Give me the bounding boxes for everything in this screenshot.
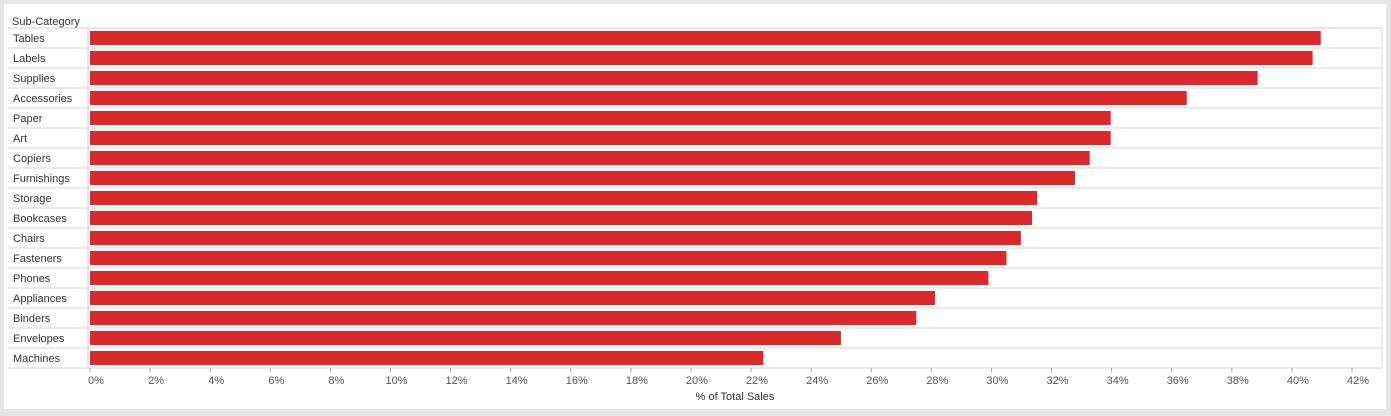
x-tick-label: 32% [1047,375,1069,387]
x-tick-label: 36% [1167,375,1189,387]
bar[interactable] [90,71,1258,85]
x-tick-label: 4% [208,375,224,387]
x-tick-label: 12% [446,375,468,387]
rows-layer: Tables Labels Supplies Accessories Paper Art C… [8,27,1383,369]
x-tick-label: 24% [806,375,828,387]
category-label: Supplies [13,73,56,85]
bar[interactable] [90,251,1007,265]
bar[interactable] [90,51,1313,65]
x-tick-label: 16% [566,375,588,387]
x-axis: 0% 2% 4% 6% 8% 10% 12% 14% 16% 18% 20% 22% 24% 26% 28%… [88,368,1369,387]
x-tick-label: 42% [1347,375,1369,387]
category-label: Tables [13,33,45,45]
bar[interactable] [90,331,841,345]
x-tick-label: 14% [506,375,528,387]
bar[interactable] [90,211,1032,225]
x-tick-label: 28% [926,375,948,387]
bar[interactable] [90,111,1111,125]
category-label: Envelopes [13,333,65,345]
chart-frame: Sub-Category Tables Labels Supplies Accesso… [4,4,1386,409]
category-label: Phones [13,273,51,285]
x-tick-label: 6% [268,375,284,387]
category-label: Storage [13,193,52,205]
x-axis-title: % of Total Sales [696,391,775,403]
category-label: Furnishings [13,173,70,185]
bars-layer [90,31,1321,365]
bar[interactable] [90,191,1038,205]
category-label: Appliances [13,293,67,305]
row-header-label: Sub-Category [12,16,80,28]
x-tick-label: 0% [88,375,104,387]
bar[interactable] [90,31,1321,45]
x-tick-label: 30% [986,375,1008,387]
category-label: Bookcases [13,213,67,225]
x-tick-label: 18% [626,375,648,387]
x-tick-label: 38% [1227,375,1249,387]
bar[interactable] [90,231,1021,245]
category-label: Paper [13,113,43,125]
category-label: Chairs [13,233,45,245]
bar[interactable] [90,151,1090,165]
x-tick-label: 40% [1287,375,1309,387]
x-tick-label: 26% [866,375,888,387]
category-label: Binders [13,313,51,325]
category-label: Accessories [13,93,73,105]
bar[interactable] [90,311,917,325]
category-label: Labels [13,53,46,65]
category-label: Art [13,133,27,145]
x-tick-label: 20% [686,375,708,387]
bar[interactable] [90,271,989,285]
chart-canvas: Sub-Category Tables Labels Supplies Accesso… [8,16,1383,403]
x-tick-label: 8% [328,375,344,387]
x-tick-label: 10% [385,375,407,387]
bar[interactable] [90,131,1111,145]
category-label: Fasteners [13,253,62,265]
x-tick-label: 34% [1107,375,1129,387]
x-tick-label: 22% [746,375,768,387]
bar[interactable] [90,171,1075,185]
bar[interactable] [90,91,1187,105]
x-tick-label: 2% [148,375,164,387]
category-label: Machines [13,353,61,365]
bar[interactable] [90,351,764,365]
bar[interactable] [90,291,935,305]
category-label: Copiers [13,153,51,165]
